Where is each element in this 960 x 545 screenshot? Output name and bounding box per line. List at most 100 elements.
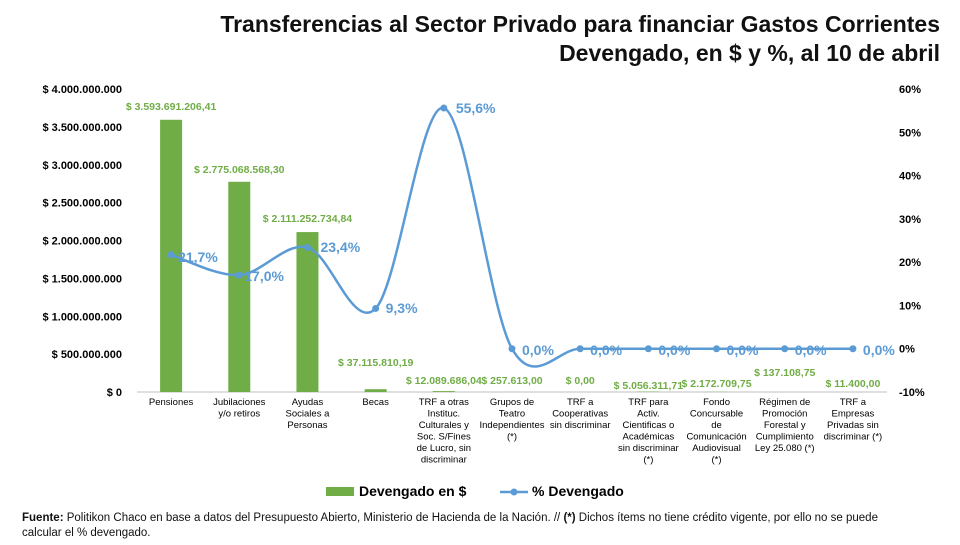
y-right-tick-label: 50%	[899, 127, 921, 139]
line-value-label: 0,0%	[590, 342, 622, 358]
x-tick-label: Becas	[362, 397, 389, 408]
bar-value-label: $ 11.400,00	[825, 378, 880, 390]
x-tick-label: sin discriminar	[618, 443, 679, 454]
bar	[228, 181, 251, 392]
line-value-label: 55,6%	[456, 100, 496, 116]
x-tick-label: TRF para	[628, 397, 669, 408]
line-value-label: 0,0%	[795, 342, 827, 358]
x-tick-label: Ley 25.080 (*)	[755, 443, 815, 454]
bar	[364, 389, 387, 392]
x-tick-label: Régimen de	[759, 397, 810, 408]
line-point	[303, 243, 311, 251]
x-tick-label: Ayudas	[292, 397, 324, 408]
line-series-pct-devengado	[170, 106, 853, 368]
line-point	[508, 345, 516, 353]
bar	[296, 232, 319, 392]
x-tick-label: Instituc.	[427, 409, 460, 420]
legend-label-line: % Devengado	[532, 483, 624, 499]
line-point	[781, 345, 789, 353]
chart-title-line-2: Devengado, en $ y %, al 10 de abril	[559, 40, 940, 66]
x-tick-label: TRF a	[840, 397, 867, 408]
x-tick-label: Jubilaciones	[213, 397, 266, 408]
y-left-tick-label: $ 2.000.000.000	[42, 236, 122, 248]
y-left-tick-label: $ 1.000.000.000	[42, 311, 122, 323]
x-tick-label: Personas	[287, 420, 327, 431]
x-tick-label: Independientes	[480, 420, 545, 431]
x-tick-label: Teatro	[499, 409, 525, 420]
y-left-tick-label: $ 1.500.000.000	[42, 273, 122, 285]
bar-value-label: $ 2.775.068.568,30	[194, 164, 285, 176]
line-value-label: 0,0%	[522, 342, 554, 358]
line-point	[440, 104, 448, 112]
x-tick-label: Activ.	[637, 409, 660, 420]
x-tick-label: Cientificas o	[622, 420, 674, 431]
line-point	[235, 271, 243, 279]
y-right-tick-label: 20%	[899, 257, 921, 269]
bar-value-label: $ 0,00	[566, 375, 595, 387]
combo-chart: $ 0 $ 500.000.000 $ 1.000.000.000 $ 1.500.0…	[42, 84, 925, 499]
line-point	[167, 251, 175, 259]
bar-value-label: $ 12.089.686,04	[406, 375, 482, 387]
x-tick-label: (*)	[712, 455, 722, 466]
line-value-label: 0,0%	[727, 342, 759, 358]
x-tick-label: Pensiones	[149, 397, 194, 408]
legend-swatch-bar	[326, 487, 354, 496]
line-value-label: 23,4%	[320, 239, 360, 255]
y-right-tick-label: 10%	[899, 300, 921, 312]
line-value-label: 9,3%	[386, 300, 418, 316]
x-tick-label: Grupos de	[490, 397, 534, 408]
y-right-tick-label: 60%	[899, 84, 921, 96]
x-tick-label: de	[711, 420, 722, 431]
x-tick-label: Privadas sin	[827, 420, 879, 431]
chart-title: Transferencias al Sector Privado para fi…	[220, 10, 940, 68]
y-left-tick-label: $ 3.500.000.000	[42, 122, 122, 134]
y-left-tick-label: $ 3.000.000.000	[42, 160, 122, 172]
legend-swatch-line-marker	[510, 488, 518, 496]
y-right-tick-label: 0%	[899, 344, 915, 356]
x-tick-label: discriminar	[421, 455, 467, 466]
x-tick-label: Fondo	[703, 397, 730, 408]
x-tick-label: Forestal y	[764, 420, 806, 431]
bar-value-label: $ 37.115.810,19	[338, 357, 413, 369]
x-tick-label: Sociales a	[286, 409, 331, 420]
line-value-label: 0,0%	[658, 342, 690, 358]
x-tick-label: Promoción	[762, 409, 807, 420]
y-left-tick-label: $ 500.000.000	[52, 349, 122, 361]
line-point	[644, 345, 652, 353]
x-tick-label: discriminar (*)	[824, 432, 883, 443]
x-tick-label: Culturales y	[419, 420, 469, 431]
bar-value-label: $ 2.172.709,75	[682, 378, 752, 390]
y-right-tick-label: -10%	[899, 387, 925, 399]
source-text: Politikon Chaco en base a datos del Pres…	[63, 512, 564, 524]
source-footnote: Fuente: Politikon Chaco en base a datos …	[22, 511, 892, 541]
chart-title-line-1: Transferencias al Sector Privado para fi…	[220, 11, 940, 37]
bar-value-label: $ 257.613,00	[481, 375, 542, 387]
line-point	[713, 345, 721, 353]
line-value-label: 0,0%	[863, 342, 895, 358]
x-tick-label: Soc. S/Fines	[417, 432, 471, 443]
x-tick-label: (*)	[507, 432, 517, 443]
x-tick-label: TRF a	[567, 397, 594, 408]
note-mark: (*)	[563, 512, 576, 524]
bar-value-label: $ 137.108,75	[754, 367, 815, 379]
line-value-label: 17,0%	[244, 268, 284, 284]
x-tick-label: sin discriminar	[550, 420, 611, 431]
x-tick-label: (*)	[643, 455, 653, 466]
x-tick-label: Audiovisual	[692, 443, 741, 454]
x-tick-label: de Lucro, sin	[417, 443, 471, 454]
bar-value-label: $ 2.111.252.734,84	[263, 213, 353, 225]
x-tick-label: Cooperativas	[552, 409, 608, 420]
source-label: Fuente:	[22, 512, 64, 524]
bar-value-label: $ 3.593.691.206,41	[126, 101, 217, 113]
note-text: Dichos ítems no tiene crédito vigente, p…	[22, 512, 878, 539]
x-tick-label: Empresas	[832, 409, 875, 420]
y-left-tick-label: $ 4.000.000.000	[42, 84, 122, 96]
bar-value-label: $ 5.056.311,71	[614, 380, 684, 392]
legend-label-bar: Devengado en $	[359, 483, 467, 499]
x-tick-label: Cumplimiento	[756, 432, 814, 443]
line-point	[576, 345, 584, 353]
y-left-tick-label: $ 0	[107, 387, 122, 399]
y-right-tick-label: 30%	[899, 214, 921, 226]
x-tick-label: y/o retiros	[218, 409, 260, 420]
line-point	[372, 304, 380, 312]
